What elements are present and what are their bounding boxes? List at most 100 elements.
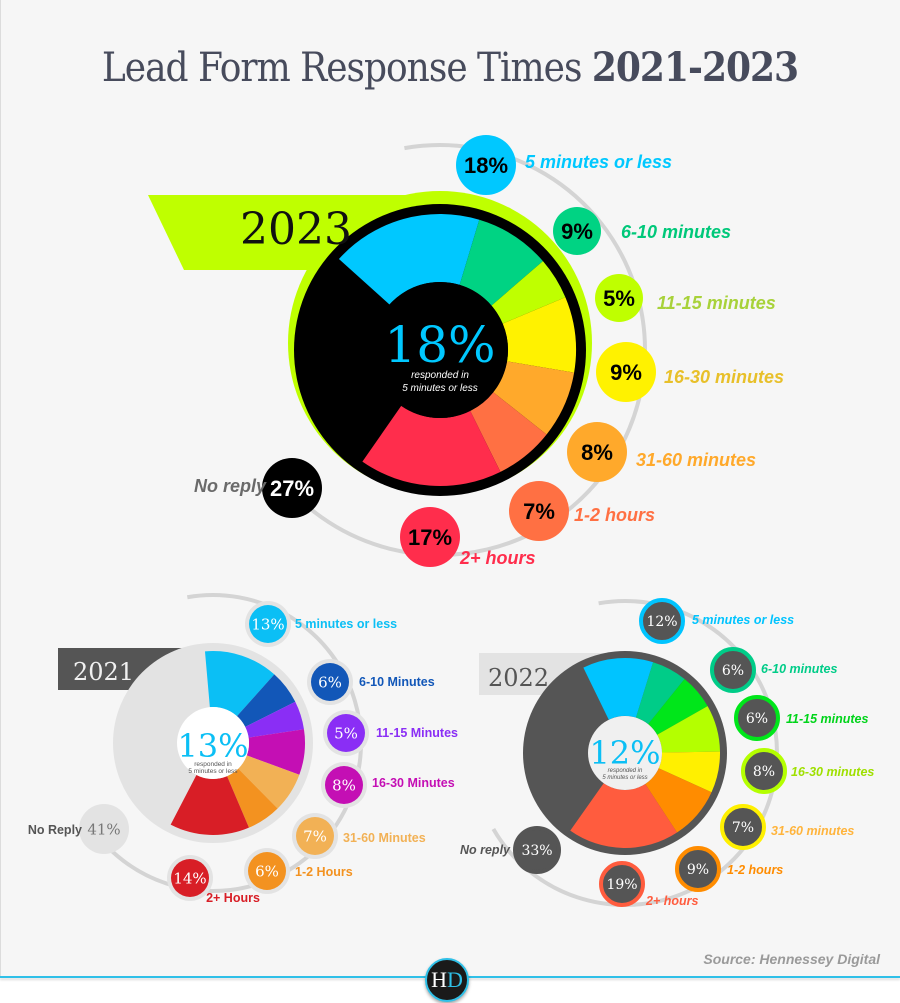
legend-item: 19% 2+ hours (599, 861, 698, 908)
legend-label: 6-10 minutes (621, 222, 731, 242)
chart-2023: 2023 18% responded in 5 minutes or less … (148, 135, 784, 568)
legend-item: 7% 31-60 Minutes (292, 813, 426, 859)
legend-value: 19% (606, 877, 637, 893)
donut-hole-2022 (588, 716, 662, 790)
donut-hole-2023 (372, 282, 508, 418)
legend-label: 5 minutes or less (295, 617, 397, 631)
legend-item: 6% 11-15 minutes (734, 695, 868, 741)
legend-item: 6% 6-10 Minutes (307, 659, 435, 705)
center-caption-2023-line2: 5 minutes or less (402, 383, 478, 394)
legend-value: 8% (581, 440, 613, 465)
legend-label: 5 minutes or less (692, 613, 794, 627)
legend-label: 11-15 minutes (786, 712, 868, 726)
legend-label: 16-30 minutes (664, 367, 784, 387)
slice-31-60-minutes (658, 751, 720, 793)
legend-item: 17% 2+ hours (400, 507, 536, 568)
center-value-2022: 12% (589, 734, 660, 772)
legend-item: 33% No reply (460, 826, 561, 874)
legend-value: 5% (603, 286, 635, 311)
legend-label: 6-10 minutes (761, 662, 837, 676)
hd-logo: HD (425, 958, 469, 1002)
legend-label: 5 minutes or less (525, 152, 672, 172)
legend-value: 6% (722, 663, 744, 679)
slice-2-hours (170, 774, 249, 835)
donut-slices-2023 (338, 214, 577, 486)
legend-label: 31-60 Minutes (343, 831, 426, 845)
legend-bubble (400, 507, 460, 567)
legend-label: 1-2 hours (574, 505, 655, 525)
legend-item: 6% 6-10 minutes (710, 647, 837, 693)
slice-6-10-minutes (236, 674, 296, 727)
slice-31-60-minutes (238, 755, 300, 809)
legend-label: 6-10 Minutes (359, 675, 435, 689)
center-caption-2023-line1: responded in (411, 370, 469, 381)
center-value-2023: 18% (384, 316, 495, 374)
slice-11-15-minutes (491, 261, 566, 324)
legend-item: 5% 11-15 Minutes (323, 710, 458, 756)
connector-arc-2023 (270, 143, 647, 557)
legend-bubble (513, 826, 561, 874)
slice-2-hours (362, 405, 501, 486)
center-caption-2022-line2: 5 minutes or less (602, 775, 647, 781)
donut-slices-2021 (170, 651, 305, 835)
legend-value: 14% (173, 869, 206, 887)
legend-bubble (553, 207, 601, 255)
legend-item: 8% 16-30 minutes (741, 748, 874, 794)
legend-bubble (171, 859, 209, 897)
legend-value: 6% (255, 862, 279, 880)
legend-value: 6% (318, 673, 342, 691)
legend-item: 7% 1-2 hours (509, 481, 655, 541)
source-credit: Source: Hennessey Digital (703, 951, 880, 967)
logo-d: D (447, 967, 463, 992)
title-text: Lead Form Response Times (101, 45, 592, 91)
legend-item: 14%2+ Hours (167, 855, 260, 905)
slice-5-minutes-or-less (583, 658, 654, 720)
legend-bubble (734, 695, 780, 741)
legend-item: 8% 16-30 Minutes (321, 762, 455, 808)
center-caption-2021-line1: responded in (194, 761, 232, 768)
legend-label: 11-15 Minutes (376, 726, 458, 740)
legend-label: No Reply (28, 823, 82, 837)
legend-bubble (675, 846, 721, 892)
legend-bubble (596, 342, 656, 402)
year-label-2022: 2022 (488, 664, 549, 692)
slice-16-30-minutes (657, 706, 720, 753)
legend-label: 1-2 hours (727, 863, 783, 877)
slice-31-60-minutes (493, 361, 575, 435)
legend-bubble (327, 714, 365, 752)
legend-label: 16-30 minutes (791, 765, 874, 779)
legend-value: 7% (523, 499, 555, 524)
legend-value: 27% (270, 476, 314, 501)
legend-value: 8% (332, 776, 356, 794)
legend-value: 33% (521, 843, 552, 859)
legend-label: 16-30 Minutes (372, 776, 455, 790)
legend-label: No reply (460, 843, 511, 857)
legend-label: 2+ Hours (206, 891, 260, 905)
legend-item: 13% 5 minutes or less (245, 601, 397, 647)
legend-label: 31-60 minutes (771, 824, 854, 838)
legend-value: 9% (610, 360, 642, 385)
legend-item: 9% 1-2 hours (675, 846, 783, 892)
legend-label: 2+ hours (459, 548, 536, 568)
logo-h: H (431, 967, 447, 992)
legend-bubble (311, 663, 349, 701)
slice-11-15-minutes (648, 678, 708, 735)
legend-value: 18% (464, 153, 508, 178)
year-label-2023: 2023 (240, 204, 352, 255)
donut-slices-2022 (570, 658, 720, 849)
center-caption-2021-line2: 5 minutes or less (188, 768, 238, 775)
legend-bubble (710, 647, 756, 693)
legend-label: 2+ hours (645, 894, 698, 908)
legend-bubble (262, 458, 322, 518)
legend-bubble (599, 861, 645, 907)
legend-item: 6% 1-2 Hours (244, 848, 353, 894)
legend-value: 41% (87, 820, 120, 838)
legend-value: 9% (687, 862, 709, 878)
chart-2022: 2022 12% responded in 5 minutes or less … (460, 598, 874, 908)
slice-6-10-minutes (459, 219, 543, 306)
legend-bubble (456, 135, 516, 195)
legend-bubbles-2021: 13% 5 minutes or less 6% 6-10 Minutes 5% 11-1… (28, 601, 458, 905)
legend-bubble (639, 598, 685, 644)
legend-value: 12% (646, 614, 677, 630)
